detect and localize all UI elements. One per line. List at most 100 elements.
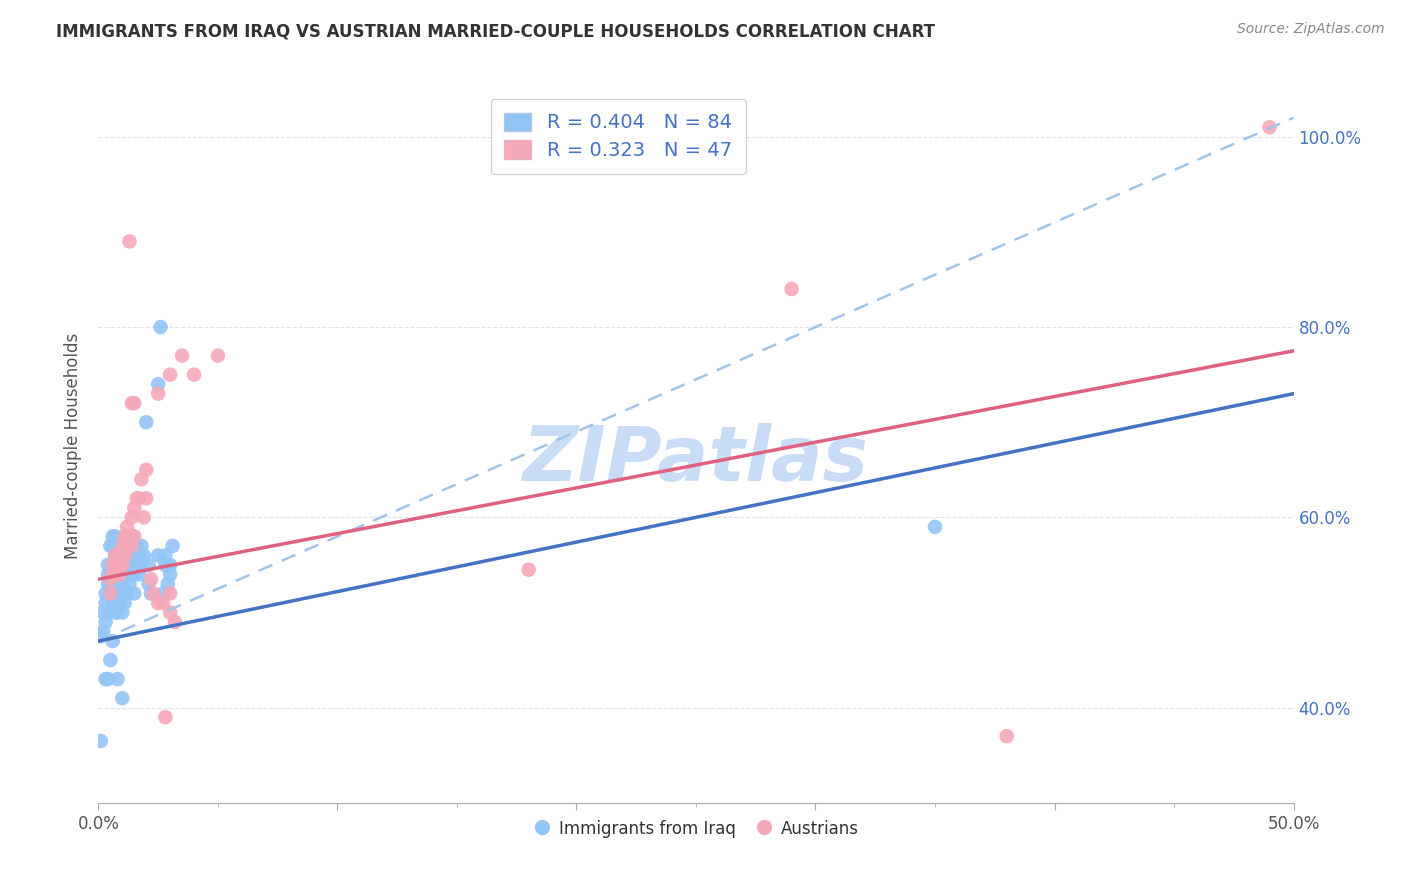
Point [517, 563, 540, 577]
Point [98, 586, 122, 600]
Point [98, 577, 122, 591]
Point [114, 558, 136, 572]
Point [101, 596, 124, 610]
Point [101, 577, 124, 591]
Point [90, 629, 112, 643]
Point [132, 510, 155, 524]
Point [101, 539, 124, 553]
Text: Source: ZipAtlas.com: Source: ZipAtlas.com [1237, 22, 1385, 37]
Point [90, 734, 112, 748]
Point [114, 529, 136, 543]
Point [121, 529, 143, 543]
Point [159, 368, 181, 382]
Point [115, 567, 138, 582]
Point [118, 529, 141, 543]
Point [148, 386, 170, 401]
Point [97, 567, 120, 582]
Point [121, 567, 143, 582]
Point [94, 672, 117, 686]
Point [104, 529, 127, 543]
Point [118, 549, 141, 563]
Text: IMMIGRANTS FROM IRAQ VS AUSTRIAN MARRIED-COUPLE HOUSEHOLDS CORRELATION CHART: IMMIGRANTS FROM IRAQ VS AUSTRIAN MARRIED… [56, 22, 935, 40]
Point [128, 567, 150, 582]
Point [114, 529, 136, 543]
Point [124, 529, 146, 543]
Point [108, 596, 131, 610]
Point [115, 586, 138, 600]
Point [128, 549, 150, 563]
Point [924, 520, 946, 534]
Point [128, 491, 150, 506]
Point [132, 549, 155, 563]
Point [104, 549, 127, 563]
Point [98, 653, 122, 667]
Point [121, 510, 143, 524]
Point [111, 606, 134, 620]
Point [108, 567, 131, 582]
Point [111, 577, 134, 591]
Point [148, 377, 170, 392]
Point [121, 539, 143, 553]
Point [159, 558, 181, 572]
Point [104, 549, 127, 563]
Point [152, 596, 174, 610]
Point [101, 634, 124, 648]
Point [172, 349, 194, 363]
Point [98, 539, 122, 553]
Point [114, 549, 136, 563]
Point [1258, 120, 1281, 135]
Point [156, 577, 179, 591]
Point [97, 558, 120, 572]
Text: ZIPatlas: ZIPatlas [523, 424, 869, 497]
Point [159, 606, 181, 620]
Point [148, 596, 170, 610]
Point [101, 558, 124, 572]
Point [139, 586, 162, 600]
Point [97, 672, 120, 686]
Point [114, 596, 136, 610]
Point [111, 558, 134, 572]
Point [148, 549, 170, 563]
Point [107, 586, 129, 600]
Point [91, 624, 114, 639]
Legend: Immigrants from Iraq, Austrians: Immigrants from Iraq, Austrians [527, 814, 865, 845]
Point [115, 539, 138, 553]
Point [155, 549, 177, 563]
Point [118, 577, 141, 591]
Point [125, 558, 148, 572]
Point [183, 368, 205, 382]
Point [152, 586, 174, 600]
Point [91, 606, 114, 620]
Point [995, 729, 1018, 743]
Point [104, 586, 127, 600]
Point [138, 558, 160, 572]
Point [94, 586, 117, 600]
Point [101, 529, 124, 543]
Point [111, 567, 134, 582]
Point [101, 567, 124, 582]
Point [163, 615, 186, 629]
Point [101, 558, 124, 572]
Point [104, 558, 127, 572]
Y-axis label: Married-couple Households: Married-couple Households [65, 333, 83, 559]
Point [104, 567, 127, 582]
Point [131, 558, 153, 572]
Point [108, 567, 131, 582]
Point [131, 472, 153, 486]
Point [138, 577, 160, 591]
Point [142, 586, 165, 600]
Point [207, 349, 229, 363]
Point [162, 539, 184, 553]
Point [124, 396, 146, 410]
Point [124, 500, 146, 515]
Point [135, 491, 157, 506]
Point [159, 567, 181, 582]
Point [107, 549, 129, 563]
Point [108, 577, 131, 591]
Point [124, 586, 146, 600]
Point [121, 396, 143, 410]
Point [94, 596, 117, 610]
Point [108, 558, 131, 572]
Point [135, 415, 157, 429]
Point [107, 606, 129, 620]
